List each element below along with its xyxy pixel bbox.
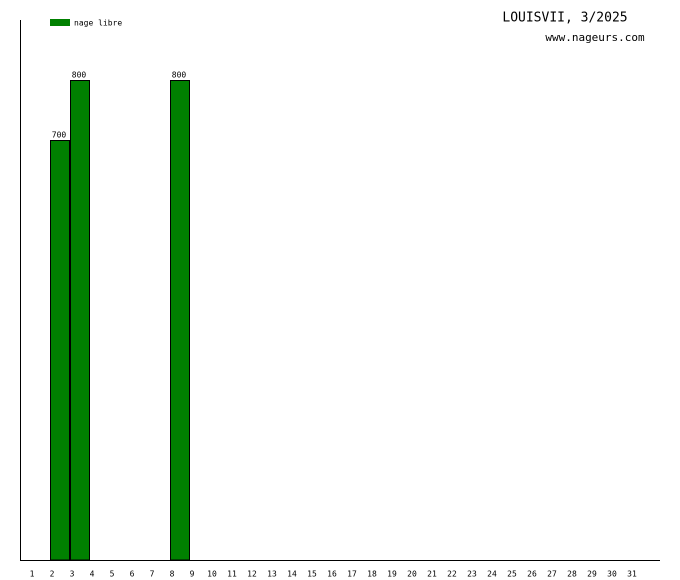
x-tick-label: 9 <box>190 570 195 579</box>
x-tick-label: 2 <box>50 570 55 579</box>
x-tick-label: 13 <box>267 570 277 579</box>
x-tick-label: 17 <box>347 570 357 579</box>
x-tick-label: 23 <box>467 570 477 579</box>
x-tick-label: 15 <box>307 570 317 579</box>
x-tick-label: 1 <box>30 570 35 579</box>
x-tick-label: 22 <box>447 570 457 579</box>
x-tick-label: 14 <box>287 570 297 579</box>
x-tick-label: 3 <box>70 570 75 579</box>
x-tick-label: 12 <box>247 570 257 579</box>
x-tick-label: 20 <box>407 570 417 579</box>
value-label: 800 <box>72 71 87 80</box>
x-tick-label: 26 <box>527 570 537 579</box>
value-label: 700 <box>52 131 67 140</box>
x-tick-label: 11 <box>227 570 237 579</box>
x-tick-label: 7 <box>150 570 155 579</box>
x-tick-label: 25 <box>507 570 517 579</box>
x-tick-label: 31 <box>627 570 637 579</box>
chart-title: LOUISVII, 3/2025 <box>502 11 627 26</box>
x-tick-label: 19 <box>387 570 397 579</box>
legend-swatch <box>50 19 70 26</box>
x-tick-label: 4 <box>90 570 95 579</box>
bar <box>170 80 190 561</box>
x-tick-label: 29 <box>587 570 597 579</box>
value-label: 800 <box>172 71 187 80</box>
x-tick-label: 18 <box>367 570 377 579</box>
bar <box>50 140 70 561</box>
legend-label: nage libre <box>74 19 122 28</box>
x-tick-label: 21 <box>427 570 437 579</box>
x-tick-label: 27 <box>547 570 557 579</box>
x-tick-label: 16 <box>327 570 337 579</box>
x-tick-label: 6 <box>130 570 135 579</box>
chart-subtitle: www.nageurs.com <box>545 31 645 44</box>
x-tick-label: 24 <box>487 570 497 579</box>
bar <box>70 80 90 561</box>
x-tick-label: 8 <box>170 570 175 579</box>
x-tick-label: 28 <box>567 570 577 579</box>
x-tick-label: 30 <box>607 570 617 579</box>
x-tick-label: 10 <box>207 570 217 579</box>
x-tick-label: 5 <box>110 570 115 579</box>
